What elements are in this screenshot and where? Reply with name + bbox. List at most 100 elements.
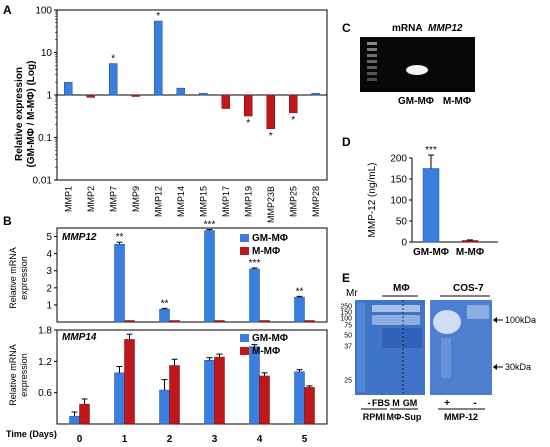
chart-panelB2-legend-label: M-MΦ xyxy=(252,346,280,357)
gel-e-mr: Mr xyxy=(346,288,358,299)
gel-e-lane-label: - xyxy=(368,398,371,408)
chart-d-ytick-label: 150 xyxy=(390,175,407,186)
chart-a-bar xyxy=(289,94,298,114)
chart-b-xlabel: Time (Days) xyxy=(6,429,57,439)
gel-e-marker-label: 150 xyxy=(340,310,352,317)
gel-c-ladder-band xyxy=(367,48,377,51)
gel-c-ladder-band xyxy=(367,54,377,57)
chart-a-significance: * xyxy=(291,115,295,126)
chart-a-xtick-label: MMP28 xyxy=(311,186,321,217)
chart-panelB1-ytick-label: 1 xyxy=(46,300,52,311)
chart-panelB1-significance: *** xyxy=(249,258,261,269)
chart-panelB2-legend-label: GM-MΦ xyxy=(252,333,288,344)
chart-a-bar xyxy=(154,20,163,96)
chart-panelB1-bar xyxy=(304,320,315,323)
chart-panelB2-bar xyxy=(114,372,125,425)
chart-d-ytick-label: 100 xyxy=(390,196,407,207)
chart-b-mmp12-ylabel-2: expression xyxy=(19,256,29,300)
chart-panelB1-bar xyxy=(169,320,180,323)
chart-d-ytick-label: 200 xyxy=(390,154,407,165)
chart-a-bar xyxy=(221,94,230,109)
chart-d-ylabel: MMP-12 (ng/mL) xyxy=(367,162,378,237)
chart-b-mmp14-ylabel-2: expression xyxy=(19,353,29,397)
chart-a-xtick-label: MMP15 xyxy=(198,186,208,217)
chart-panelB2-ytick-label: 1.8 xyxy=(38,326,52,337)
gel-c-ladder-band xyxy=(367,72,377,75)
gel-e-marker-label: 25 xyxy=(344,378,352,385)
chart-a-xtick-label: MMP2 xyxy=(86,186,96,212)
chart-b-mmp14: MMP14 Relative mRNA expression Time (Day… xyxy=(6,326,328,445)
panel-label-b: B xyxy=(3,214,12,228)
chart-a-xtick-label: MMP25 xyxy=(288,186,298,217)
chart-b-mmp12-title: MMP12 xyxy=(62,232,97,243)
chart-a-xtick-label: MMP14 xyxy=(176,186,186,217)
gel-c-ladder-band xyxy=(367,42,377,45)
chart-a-ytick-label: 1 xyxy=(46,91,52,102)
chart-a-ytick-label: 0.01 xyxy=(33,176,53,187)
chart-panelB2-frame xyxy=(56,329,328,425)
chart-panelB1-bar xyxy=(124,320,135,323)
chart-panelB2-xtick-label: 0 xyxy=(77,434,83,445)
gel-e-sub-left-2: MΦ-Sup xyxy=(387,412,422,422)
chart-a-xtick-label: MMP23B xyxy=(266,186,276,223)
chart-panelB2-xtick-label: 4 xyxy=(257,434,263,445)
gel-e-marker-label: 50 xyxy=(344,333,352,340)
gel-e-lane-label: FBS xyxy=(372,398,390,408)
chart-panelB2-xtick-label: 5 xyxy=(302,434,308,445)
chart-a-bar xyxy=(199,92,208,96)
chart-a-bar xyxy=(266,94,275,130)
chart-d-significance: *** xyxy=(425,145,437,156)
gel-e-lane-label: M xyxy=(392,398,400,408)
panel-label-d: D xyxy=(342,135,351,149)
chart-a-xtick-label: MMP7 xyxy=(108,186,118,212)
chart-a-ytick-label: 100 xyxy=(35,6,52,17)
gel-e-right-smear xyxy=(441,338,451,378)
chart-b-mmp12-ylabel-1: Relative mRNA xyxy=(8,247,18,309)
chart-panelB1-bar xyxy=(294,296,305,323)
chart-panelB2-bar xyxy=(124,339,135,425)
gel-e-sub-right: MMP-12 xyxy=(444,412,478,422)
chart-panelB2-bar xyxy=(204,360,215,425)
gel-c-header-mrna: mRNA xyxy=(392,23,423,34)
gel-e-right-band xyxy=(467,305,489,319)
chart-a-bar xyxy=(244,94,253,117)
chart-panelB1-ytick-label: 2 xyxy=(46,283,52,294)
gel-e-group-right: COS-7 xyxy=(453,283,484,294)
chart-a-xtick-label: MMP12 xyxy=(153,186,163,217)
chart-panelB2-bar xyxy=(214,356,225,425)
chart-panelB2-xtick-label: 2 xyxy=(167,434,173,445)
chart-a-significance: * xyxy=(156,11,160,22)
gel-e-left-band xyxy=(372,305,420,312)
chart-panelB2-bar xyxy=(304,387,315,425)
gel-e-marker-label: 250 xyxy=(340,304,352,311)
chart-panelB1-bar xyxy=(214,320,225,323)
chart-d-bar xyxy=(422,168,440,243)
chart-panelB1-bar xyxy=(114,243,125,323)
chart-a-bar xyxy=(64,81,73,96)
chart-panelB2-bar xyxy=(169,365,180,425)
gel-c-lane-m: M-MΦ xyxy=(443,96,471,107)
gel-e: Mr MΦ COS-7 100kDa 30kDa - FBS M GM RPMI… xyxy=(340,283,536,422)
chart-a-significance: * xyxy=(246,118,250,129)
gel-e-arrowhead-30 xyxy=(493,364,497,370)
chart-panelB1-significance: ** xyxy=(296,286,304,297)
chart-b-mmp12: MMP12 Relative mRNA expression 54321****… xyxy=(8,220,328,323)
chart-panelB1-significance: ** xyxy=(161,298,169,309)
chart-b-mmp14-title: MMP14 xyxy=(62,332,97,343)
chart-a-bar xyxy=(131,94,140,97)
chart-a-ylabel-1: Relative expression xyxy=(14,67,25,161)
gel-c-ladder-band xyxy=(367,78,377,81)
gel-e-right-bright-band xyxy=(433,310,461,334)
chart-panelB2-bar xyxy=(249,346,260,425)
gel-e-marker-label: 37 xyxy=(344,344,352,351)
gel-e-band-30: 30kDa xyxy=(505,362,531,372)
panel-label-a: A xyxy=(3,3,12,17)
chart-panelB2-bar xyxy=(294,371,305,425)
chart-panelB2-legend-swatch xyxy=(240,334,249,342)
chart-panelB1-bar xyxy=(204,230,215,323)
gel-e-lane-label: + xyxy=(444,398,450,409)
gel-e-left-ladder xyxy=(357,303,365,392)
chart-a-xtick-label: MMP17 xyxy=(221,186,231,217)
chart-a: Relative expression (GM-MΦ / M-MΦ) (Log)… xyxy=(14,6,328,223)
